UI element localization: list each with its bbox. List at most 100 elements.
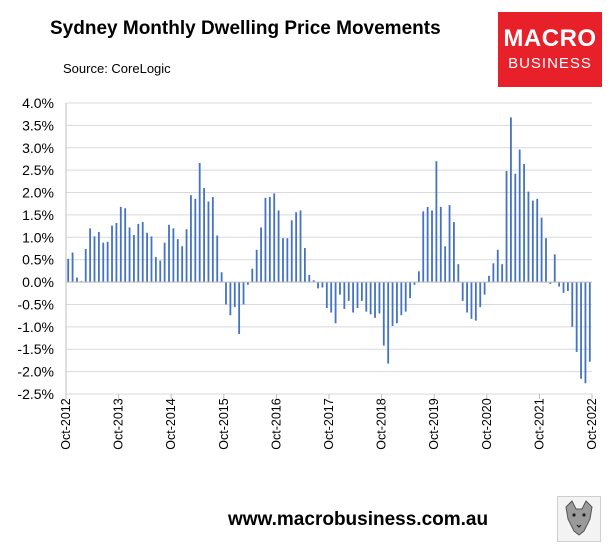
bar [518,149,521,283]
bar [510,117,512,283]
bar [343,282,346,309]
bars [67,117,591,384]
bar [260,227,262,283]
bar [444,246,447,283]
x-tick-label: Oct-2021 [532,398,546,449]
bar [216,235,219,283]
y-tick-label: 2.0% [22,185,54,201]
bar [150,236,153,283]
bar [172,228,175,283]
chart-title: Sydney Monthly Dwelling Price Movements [50,18,441,39]
bar [220,272,223,283]
bar [404,282,407,312]
bar [483,282,486,295]
bar [321,282,324,288]
y-axis: 4.0% 3.5% 3.0% 2.5% 2.0% 1.5% 1.0% 0.5% 0.0% -0.5… [17,95,67,402]
bar [97,231,100,283]
bar [400,282,403,316]
bar [225,282,227,305]
y-tick-label: 3.0% [22,140,54,156]
bar [356,282,359,309]
y-tick-label: 3.5% [22,117,54,133]
bar [461,282,464,301]
bar [71,252,74,283]
bar [549,282,552,284]
bar [181,246,184,283]
bar [229,282,232,316]
bar [308,274,311,283]
x-tick-label: Oct-2022 [585,398,599,449]
bar [141,222,144,283]
bar [365,282,368,312]
y-tick-label: 0.5% [22,252,54,268]
bar [457,264,460,283]
bar [190,195,192,283]
bar [396,282,398,324]
bar [387,282,390,364]
bar [286,238,289,283]
bar [531,200,534,283]
bar [466,282,468,313]
bar [536,198,539,283]
bar [255,249,258,283]
bar [439,206,442,283]
bar [330,282,333,313]
bar [312,280,315,283]
bar [194,198,197,283]
bar [238,282,241,335]
bar [247,282,249,285]
bar [268,197,271,283]
bar [448,205,451,283]
bar [514,173,517,283]
bar [76,277,78,283]
bar [282,238,284,283]
bar [299,210,302,283]
x-tick-label: Oct-2014 [164,398,178,449]
bar [496,249,499,283]
bar [159,260,162,283]
x-axis: Oct-2012 Oct-2013 Oct-2014 Oct-2015 Oct-2016… [59,281,599,450]
y-tick-label: 2.5% [22,162,54,178]
bar [527,191,530,283]
macrobusiness-logo: MACRO BUSINESS [498,12,602,87]
bar [382,282,385,346]
bar [562,282,565,293]
bar [470,282,473,319]
x-tick-label: Oct-2018 [375,398,389,449]
bar [67,258,70,283]
bar [203,188,205,283]
bar [453,222,455,283]
bar [211,197,214,283]
wolf-logo-icon [557,496,601,542]
bar [325,282,328,309]
logo-line-2: BUSINESS [508,55,592,72]
bar [163,242,166,283]
bar [93,236,96,283]
bar [133,235,135,283]
x-tick-label: Oct-2017 [322,398,336,449]
bar [553,254,556,283]
x-tick-label: Oct-2012 [59,398,73,449]
source-label: Source: CoreLogic [63,61,171,76]
bar [426,206,429,283]
x-tick-label: Oct-2019 [427,398,441,449]
bar [115,222,118,283]
bar [540,217,543,283]
bar [391,282,394,326]
logo-line-1: MACRO [503,25,597,52]
y-tick-label: 4.0% [22,95,54,111]
bar [584,282,587,384]
bar [413,282,416,285]
y-tick-label: -2.5% [17,386,54,402]
bar [251,268,254,283]
bar [505,171,508,283]
y-tick-label: -0.5% [17,296,54,312]
bar [374,282,376,318]
x-tick-label: Oct-2013 [112,398,126,449]
bar [154,257,157,283]
bar [369,282,372,315]
bar [273,193,276,283]
bar [124,208,127,283]
bar [334,282,337,324]
